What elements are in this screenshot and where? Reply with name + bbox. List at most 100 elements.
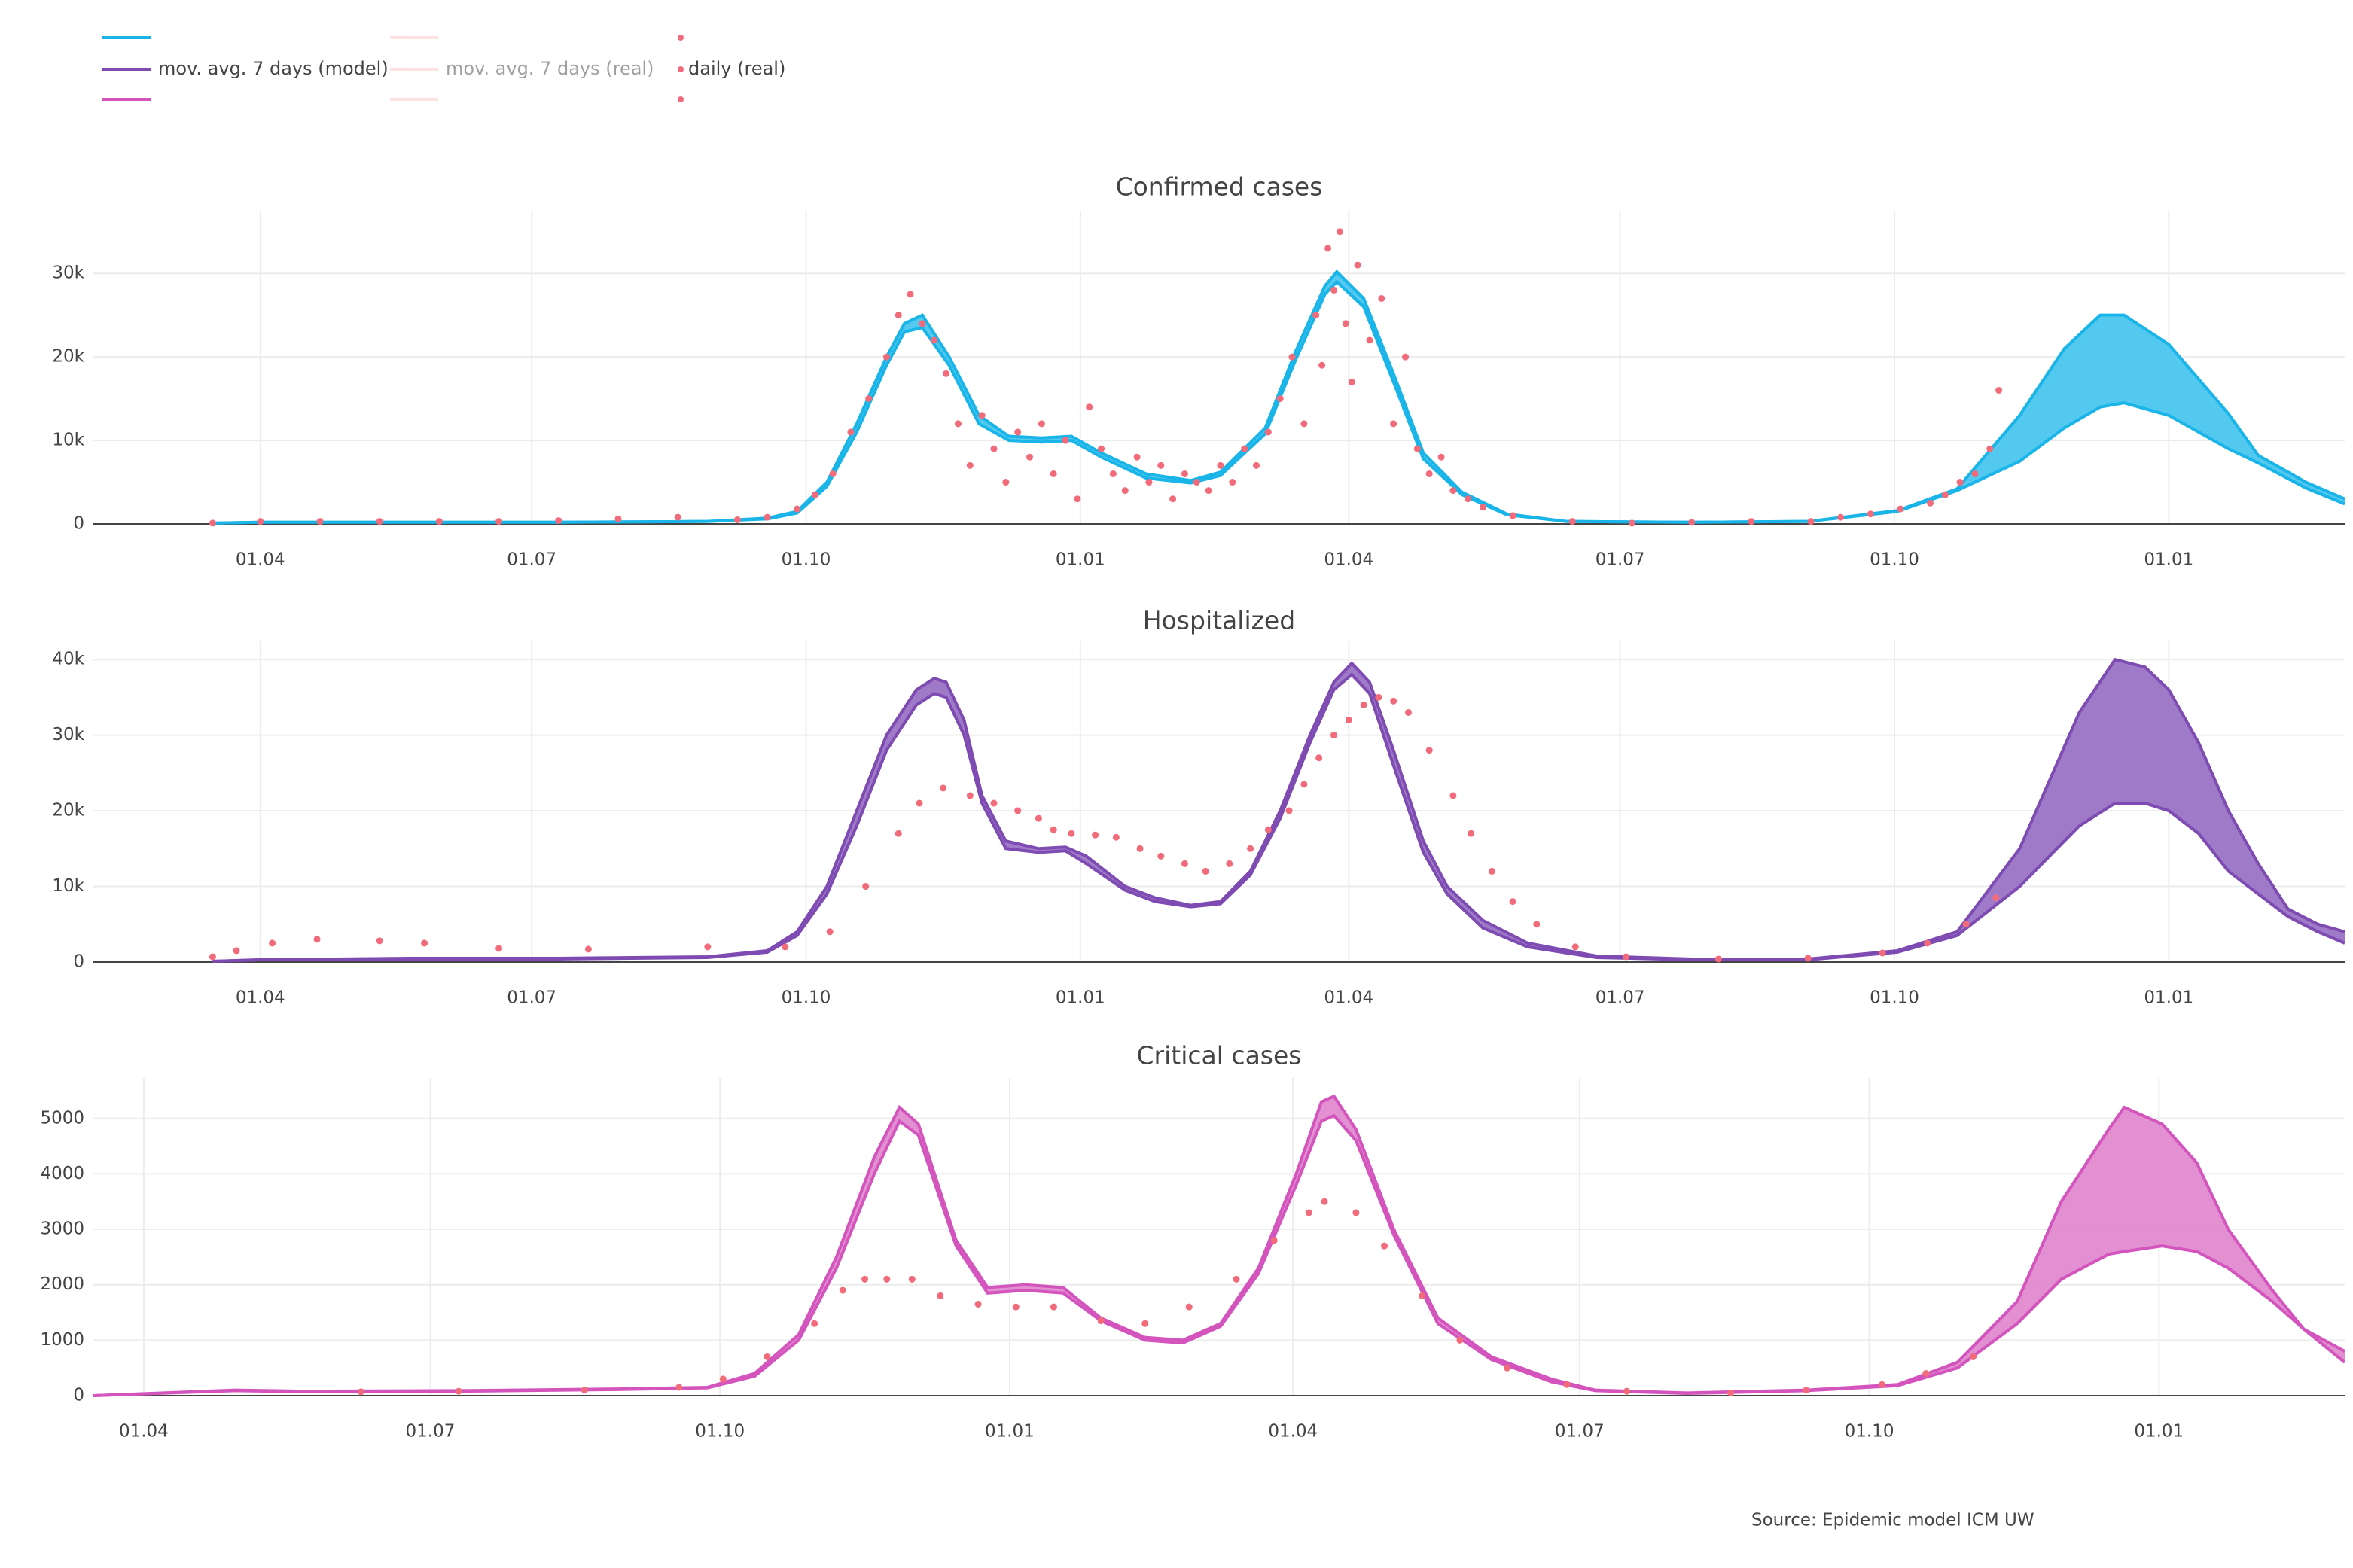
daily-dot: [1688, 519, 1696, 526]
x-tick-label: 01.10: [1870, 550, 1919, 570]
y-tick-label: 20k: [52, 347, 84, 367]
daily-dot: [675, 1384, 683, 1391]
daily-dot: [882, 353, 890, 361]
daily-dot: [1971, 470, 1979, 477]
daily-dot: [1465, 495, 1472, 503]
daily-dot: [764, 513, 771, 521]
daily-dot: [931, 336, 938, 344]
daily-dot: [1270, 1237, 1278, 1244]
daily-dot: [1141, 1320, 1149, 1327]
daily-dot: [1305, 1209, 1312, 1216]
x-tick-label: 01.04: [236, 988, 285, 1008]
x-tick-label: 01.04: [1324, 988, 1373, 1008]
daily-dot: [1241, 445, 1248, 452]
daily-dot: [1112, 833, 1120, 841]
daily-dot: [943, 370, 950, 377]
daily-dot: [826, 928, 834, 936]
y-tick-label: 10k: [52, 431, 84, 450]
daily-dot: [1185, 1303, 1193, 1311]
daily-dot: [1449, 792, 1457, 799]
daily-dot: [794, 505, 801, 513]
daily-dot: [1563, 1381, 1571, 1388]
model-line: [93, 1113, 2346, 1397]
daily-dot: [966, 792, 974, 799]
daily-dot: [1276, 395, 1284, 403]
daily-dot: [895, 830, 902, 837]
daily-dot: [1086, 403, 1093, 411]
daily-dot: [966, 461, 974, 469]
daily-dot: [1038, 420, 1045, 428]
daily-dot: [1804, 955, 1812, 962]
daily-dot: [1837, 513, 1845, 521]
daily-dot: [1419, 1292, 1426, 1299]
daily-dot: [555, 517, 562, 525]
daily-dot: [1169, 495, 1177, 503]
x-tick-label: 01.07: [507, 988, 556, 1008]
daily-dot: [811, 1320, 818, 1327]
daily-dot: [1157, 461, 1165, 469]
y-tick-label: 40k: [52, 650, 84, 669]
daily-dot: [1330, 286, 1337, 294]
daily-dot: [1390, 420, 1397, 428]
y-tick-label: 0: [73, 952, 84, 972]
x-tick-label: 01.04: [236, 550, 285, 570]
daily-dot: [829, 470, 837, 477]
daily-dot: [1628, 519, 1635, 527]
daily-dot: [1995, 387, 2003, 394]
daily-dot: [1253, 461, 1260, 469]
daily-dot: [1962, 921, 1970, 928]
daily-dot: [1402, 353, 1410, 361]
legend-label: daily (real): [688, 58, 785, 79]
daily-dot: [1247, 845, 1254, 852]
daily-dot: [1509, 898, 1516, 906]
x-tick-label: 01.04: [1268, 1422, 1318, 1442]
daily-dot: [862, 883, 870, 891]
daily-dot: [1026, 453, 1034, 461]
daily-dot: [1264, 428, 1272, 436]
x-tick-label: 01.07: [406, 1422, 456, 1442]
daily-dot: [1285, 807, 1293, 814]
y-tick-label: 30k: [52, 263, 84, 283]
daily-dot: [1109, 470, 1117, 477]
daily-dot: [1324, 245, 1332, 252]
legend-item: daily (real): [678, 35, 785, 102]
daily-dot: [233, 947, 240, 955]
daily-dot: [1050, 1303, 1057, 1311]
daily-dot: [1375, 693, 1382, 701]
daily-dot: [495, 945, 503, 952]
daily-dot: [1956, 479, 1964, 486]
panel-title: Confirmed cases: [1116, 172, 1323, 202]
source-note: Source: Epidemic model ICM UW: [1751, 1511, 2034, 1530]
daily-dot: [1568, 518, 1576, 525]
daily-dot: [847, 428, 855, 436]
daily-dot: [1345, 716, 1352, 723]
daily-dot: [1986, 445, 1994, 452]
daily-dot: [1360, 701, 1367, 708]
daily-dot: [1202, 867, 1209, 875]
daily-dot: [1321, 1198, 1328, 1205]
daily-dot: [209, 953, 216, 961]
x-tick-label: 01.01: [1056, 550, 1105, 570]
daily-dot: [1807, 518, 1815, 525]
legend-dot: [678, 66, 684, 72]
daily-dot: [937, 1292, 944, 1299]
daily-dot: [1050, 826, 1057, 833]
legend-dot: [678, 96, 684, 102]
daily-dot: [1342, 320, 1349, 327]
daily-dot: [1181, 860, 1188, 867]
daily-dot: [1922, 1370, 1930, 1378]
daily-dot: [719, 1375, 727, 1383]
daily-dot: [376, 937, 383, 945]
daily-dot: [421, 939, 428, 947]
daily-dot: [1488, 867, 1495, 875]
x-tick-label: 01.10: [1845, 1422, 1894, 1442]
daily-dot: [1504, 1364, 1511, 1372]
y-tick-label: 30k: [52, 725, 84, 744]
daily-dot: [1456, 1336, 1464, 1344]
x-tick-label: 01.10: [1870, 988, 1919, 1008]
x-tick-label: 01.10: [782, 988, 831, 1008]
daily-dot: [257, 518, 264, 525]
x-tick-label: 01.01: [2144, 550, 2193, 570]
daily-dot: [1098, 445, 1105, 452]
